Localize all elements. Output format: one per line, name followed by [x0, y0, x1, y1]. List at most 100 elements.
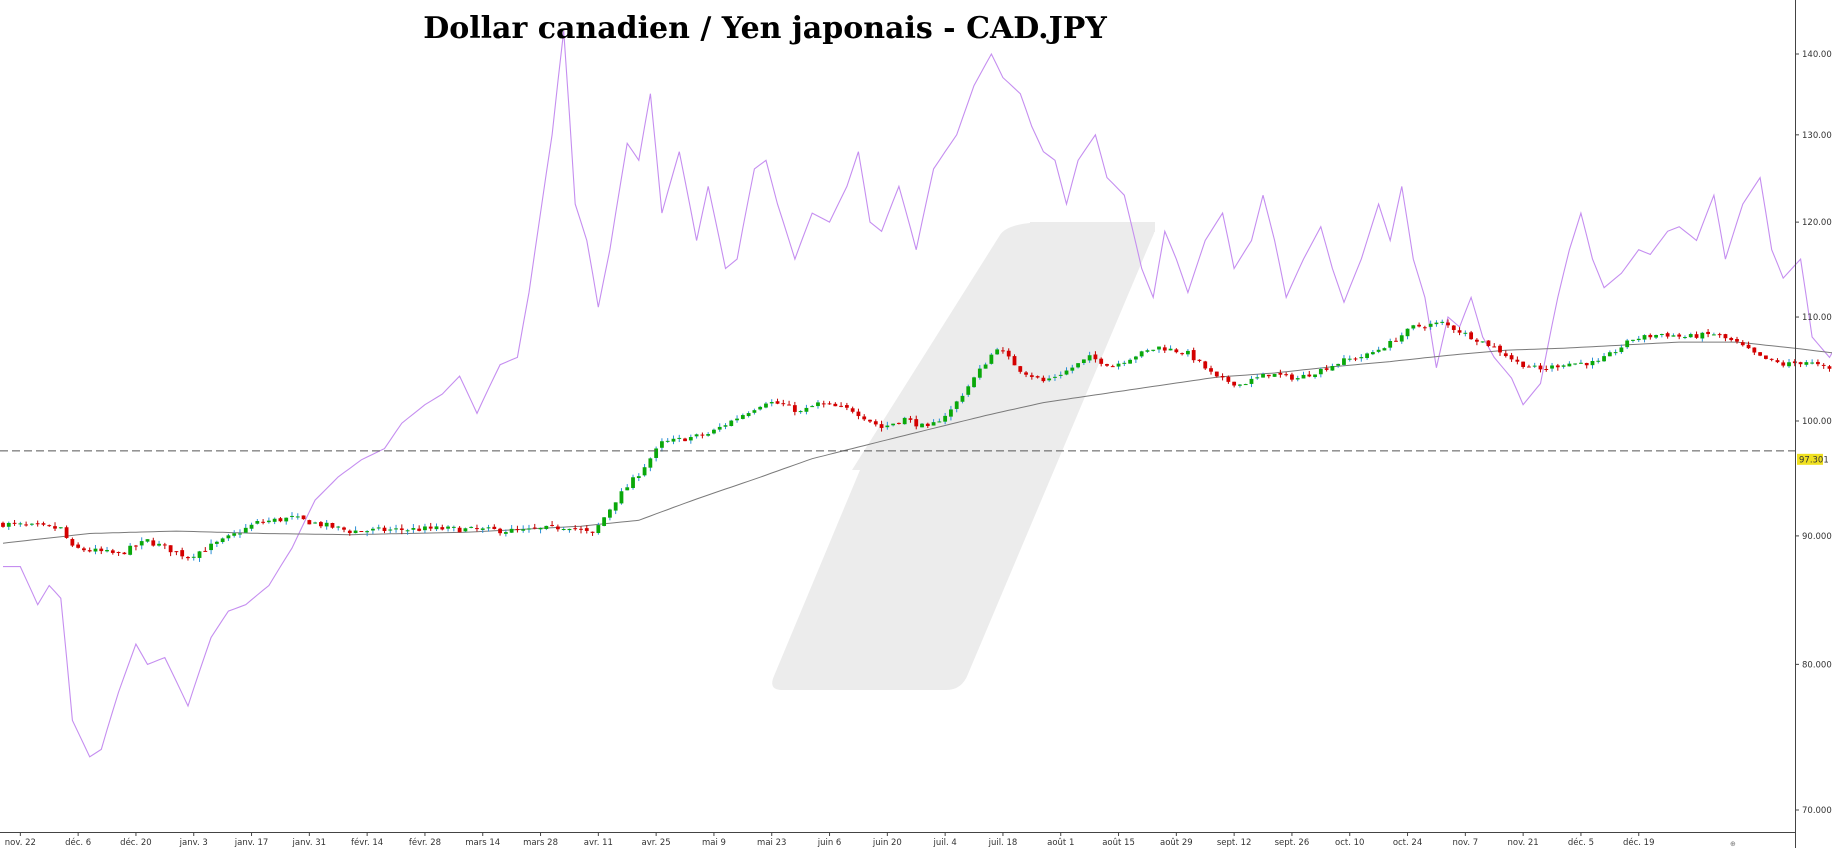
- candle-body: [1509, 355, 1514, 360]
- candle-body: [232, 533, 237, 536]
- candle-body: [139, 541, 144, 546]
- candle-body: [706, 434, 711, 436]
- candle-body: [1544, 368, 1549, 370]
- candle-body: [1157, 346, 1161, 350]
- watermark-slash-top: [1030, 222, 1155, 232]
- candle-body: [1064, 370, 1069, 375]
- x-tick-label: juil. 18: [988, 838, 1018, 848]
- candle-body: [6, 522, 11, 527]
- watermark-logo: [772, 222, 1155, 690]
- candle-body: [284, 517, 289, 522]
- candle-body: [1307, 374, 1312, 377]
- x-tick-label: déc. 20: [120, 837, 152, 848]
- candle-body: [1255, 377, 1260, 379]
- candle-body: [821, 403, 826, 405]
- candle-body: [827, 403, 832, 405]
- y-tick-label: 140.000: [1802, 50, 1832, 60]
- candle-body: [1105, 364, 1109, 366]
- candle-body: [1018, 366, 1023, 372]
- candle-body: [70, 539, 75, 546]
- candle-body: [1249, 378, 1254, 384]
- candle-body: [405, 530, 410, 532]
- candle-body: [1752, 347, 1757, 353]
- x-tick-label: août 29: [1160, 838, 1193, 848]
- candle-body: [1151, 349, 1156, 351]
- candle-body: [740, 415, 745, 419]
- candle-body: [1827, 366, 1832, 369]
- candle-body: [1399, 335, 1404, 342]
- y-tick-label: 130.000: [1802, 131, 1832, 141]
- x-tick-label: nov. 21: [1508, 838, 1539, 848]
- chart-title: Dollar canadien / Yen japonais - CAD.JPY: [423, 11, 1107, 46]
- candle-body: [134, 545, 138, 547]
- candle-body: [1694, 334, 1699, 338]
- candle-body: [47, 525, 52, 527]
- candle-body: [579, 528, 583, 530]
- candle-body: [544, 525, 549, 529]
- x-tick-label: mars 14: [465, 838, 500, 848]
- candle-body: [1532, 365, 1537, 367]
- candle-body: [804, 407, 809, 412]
- candle-body: [53, 526, 57, 529]
- x-tick-label: mai 23: [757, 838, 786, 848]
- candle-body: [394, 528, 398, 530]
- candle-body: [411, 528, 416, 530]
- candle-body: [613, 502, 618, 511]
- candle-body: [879, 424, 884, 428]
- candle-body: [1203, 361, 1208, 369]
- candle-body: [515, 529, 520, 531]
- logo-icon-glyph: ⊕: [1730, 840, 1736, 848]
- candle-body: [1764, 355, 1768, 359]
- x-tick-label: oct. 10: [1335, 838, 1364, 848]
- candle-body: [642, 467, 647, 476]
- candle-body: [1787, 362, 1791, 367]
- candle-body: [1654, 334, 1658, 338]
- candle-body: [359, 531, 364, 533]
- last-price-badge: [1797, 453, 1823, 465]
- candle-body: [278, 518, 283, 522]
- candle-body: [1261, 373, 1265, 378]
- y-tick-label: 120.000: [1802, 218, 1832, 228]
- candle-body: [671, 438, 676, 442]
- candle-body: [1012, 356, 1017, 366]
- candle-body: [590, 531, 595, 533]
- candle-body: [1422, 327, 1427, 329]
- candle-body: [417, 528, 422, 531]
- x-tick-label: janv. 31: [292, 838, 327, 848]
- candle-body: [1122, 362, 1127, 364]
- candle-body: [1070, 367, 1075, 371]
- candle-body: [943, 415, 948, 422]
- candle-body: [816, 402, 820, 407]
- candle-body: [1579, 362, 1583, 364]
- x-tick-label: févr. 14: [351, 837, 383, 848]
- x-tick-label: août 1: [1047, 838, 1074, 848]
- candle-body: [1145, 350, 1150, 352]
- candle-body: [1792, 361, 1797, 364]
- candle-body: [683, 438, 687, 442]
- candle-body: [82, 548, 86, 551]
- candle-body: [1451, 325, 1456, 330]
- candle-body: [266, 520, 271, 523]
- candle-body: [509, 528, 514, 533]
- x-tick-label: juin 20: [872, 838, 902, 848]
- candle-body: [1180, 353, 1185, 355]
- candle-body: [897, 422, 901, 424]
- candle-body: [608, 509, 612, 518]
- candle-body: [1272, 373, 1277, 377]
- candle-body: [1602, 356, 1606, 362]
- candle-body: [954, 401, 959, 409]
- candle-body: [631, 477, 635, 488]
- candle-body: [1723, 334, 1728, 339]
- x-tick-label: juil. 4: [932, 838, 956, 848]
- candle-body: [567, 528, 572, 531]
- candle-body: [469, 526, 474, 528]
- candle-body: [989, 354, 994, 364]
- candle-body: [503, 532, 508, 534]
- candle-body: [1162, 347, 1167, 351]
- candle-body: [648, 458, 653, 468]
- y-axis: 70.000 80.000 90.000 100.000 110.000 120.000 1…: [1795, 50, 1832, 816]
- candle-body: [486, 527, 491, 529]
- y-tick-label: 70.000: [1802, 806, 1832, 816]
- candle-body: [99, 548, 104, 552]
